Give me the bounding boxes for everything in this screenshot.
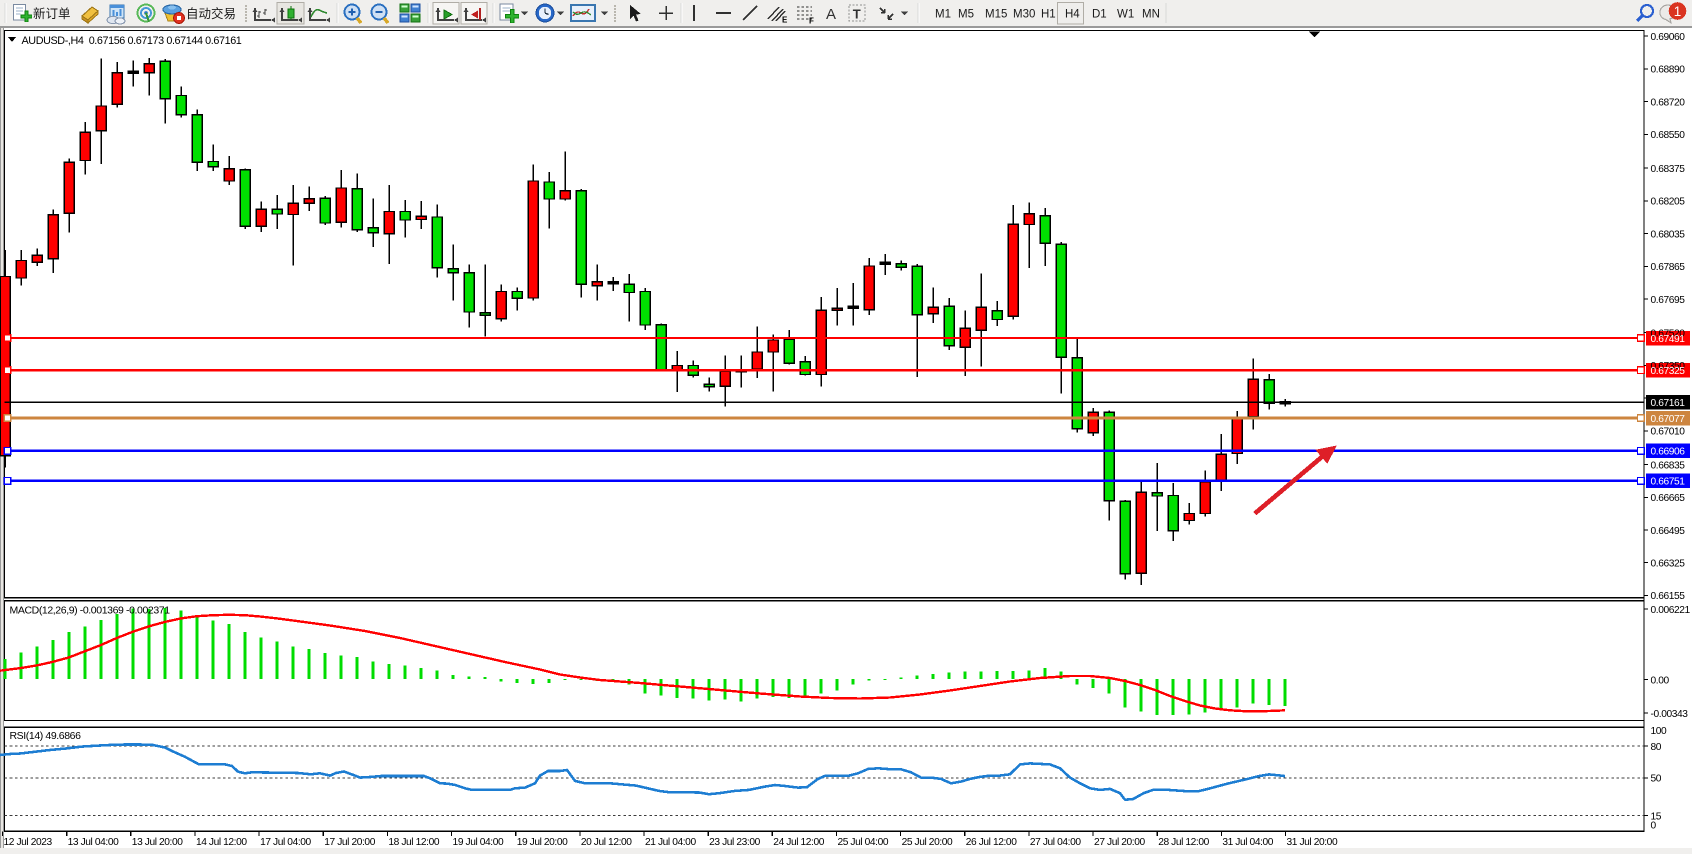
- svg-text:0.68035: 0.68035: [1651, 229, 1686, 240]
- svg-text:0.67491: 0.67491: [1651, 334, 1686, 345]
- svg-text:14 Jul 12:00: 14 Jul 12:00: [196, 837, 247, 848]
- svg-text:13 Jul 20:00: 13 Jul 20:00: [132, 837, 183, 848]
- svg-text:18 Jul 12:00: 18 Jul 12:00: [388, 837, 439, 848]
- svg-text:H1: H1: [1041, 9, 1056, 21]
- svg-text:E: E: [782, 16, 788, 25]
- svg-text:0.69060: 0.69060: [1651, 32, 1686, 43]
- svg-text:26 Jul 12:00: 26 Jul 12:00: [966, 837, 1017, 848]
- svg-text:0.67010: 0.67010: [1651, 427, 1686, 438]
- svg-text:19 Jul 20:00: 19 Jul 20:00: [517, 837, 568, 848]
- svg-text:自动交易: 自动交易: [186, 6, 236, 21]
- svg-text:0.66495: 0.66495: [1651, 526, 1686, 537]
- svg-text:27 Jul 04:00: 27 Jul 04:00: [1030, 837, 1081, 848]
- svg-text:20 Jul 12:00: 20 Jul 12:00: [581, 837, 632, 848]
- svg-text:25 Jul 04:00: 25 Jul 04:00: [837, 837, 888, 848]
- svg-text:0.00: 0.00: [1651, 675, 1670, 686]
- svg-text:H4: H4: [1065, 9, 1080, 21]
- svg-text:0.006221: 0.006221: [1651, 605, 1691, 616]
- svg-text:50: 50: [1651, 774, 1662, 785]
- svg-text:T: T: [853, 6, 861, 21]
- svg-text:M1: M1: [935, 9, 951, 21]
- svg-text:0.66155: 0.66155: [1651, 591, 1686, 602]
- svg-text:15: 15: [1651, 811, 1662, 822]
- svg-text:100: 100: [1651, 726, 1668, 737]
- svg-text:RSI(14) 49.6866: RSI(14) 49.6866: [10, 730, 82, 742]
- svg-text:MACD(12,26,9) -0.001369 -0.002: MACD(12,26,9) -0.001369 -0.002371: [10, 605, 171, 617]
- svg-text:AUDUSD-,H4 0.67156 0.67173 0.: AUDUSD-,H4 0.67156 0.67173 0.67144 0.671…: [22, 35, 242, 47]
- svg-text:A: A: [826, 6, 836, 23]
- svg-text:0: 0: [1651, 820, 1657, 831]
- svg-text:17 Jul 20:00: 17 Jul 20:00: [324, 837, 375, 848]
- svg-text:0.68550: 0.68550: [1651, 130, 1686, 141]
- svg-text:23 Jul 23:00: 23 Jul 23:00: [709, 837, 760, 848]
- svg-text:0.67180: 0.67180: [1651, 394, 1686, 405]
- svg-text:0.66751: 0.66751: [1651, 477, 1686, 488]
- svg-text:M5: M5: [958, 9, 974, 21]
- svg-text:31 Jul 20:00: 31 Jul 20:00: [1287, 837, 1338, 848]
- svg-text:0.67325: 0.67325: [1651, 366, 1686, 377]
- svg-text:0.67695: 0.67695: [1651, 295, 1686, 306]
- svg-text:0.68205: 0.68205: [1651, 197, 1686, 208]
- svg-text:19 Jul 04:00: 19 Jul 04:00: [453, 837, 504, 848]
- svg-text:0.67350: 0.67350: [1651, 361, 1686, 372]
- svg-text:21 Jul 04:00: 21 Jul 04:00: [645, 837, 696, 848]
- svg-text:0.67161: 0.67161: [1651, 398, 1686, 409]
- svg-text:28 Jul 12:00: 28 Jul 12:00: [1158, 837, 1209, 848]
- svg-text:0.68375: 0.68375: [1651, 164, 1686, 175]
- svg-text:F: F: [809, 17, 814, 26]
- svg-text:24 Jul 12:00: 24 Jul 12:00: [773, 837, 824, 848]
- svg-text:0.67520: 0.67520: [1651, 329, 1686, 340]
- svg-text:25 Jul 20:00: 25 Jul 20:00: [902, 837, 953, 848]
- svg-text:13 Jul 04:00: 13 Jul 04:00: [68, 837, 119, 848]
- svg-text:12 Jul 2023: 12 Jul 2023: [4, 837, 53, 848]
- svg-text:0.67077: 0.67077: [1651, 414, 1686, 425]
- svg-text:MN: MN: [1142, 9, 1160, 21]
- svg-text:31 Jul 04:00: 31 Jul 04:00: [1222, 837, 1273, 848]
- svg-text:M15: M15: [985, 9, 1007, 21]
- svg-text:0.66665: 0.66665: [1651, 493, 1686, 504]
- svg-text:W1: W1: [1117, 9, 1134, 21]
- svg-text:17 Jul 04:00: 17 Jul 04:00: [260, 837, 311, 848]
- svg-text:0.66906: 0.66906: [1651, 447, 1686, 458]
- svg-text:0.66835: 0.66835: [1651, 460, 1686, 471]
- svg-text:-0.00343: -0.00343: [1651, 709, 1689, 720]
- svg-text:1: 1: [1674, 4, 1682, 19]
- svg-text:80: 80: [1651, 742, 1662, 753]
- svg-text:0.67865: 0.67865: [1651, 262, 1686, 273]
- svg-text:27 Jul 20:00: 27 Jul 20:00: [1094, 837, 1145, 848]
- svg-text:D1: D1: [1092, 9, 1107, 21]
- svg-text:新订单: 新订单: [33, 6, 71, 21]
- svg-text:0.68890: 0.68890: [1651, 65, 1686, 76]
- svg-text:0.68720: 0.68720: [1651, 98, 1686, 109]
- svg-text:0.66325: 0.66325: [1651, 559, 1686, 570]
- svg-text:M30: M30: [1013, 9, 1035, 21]
